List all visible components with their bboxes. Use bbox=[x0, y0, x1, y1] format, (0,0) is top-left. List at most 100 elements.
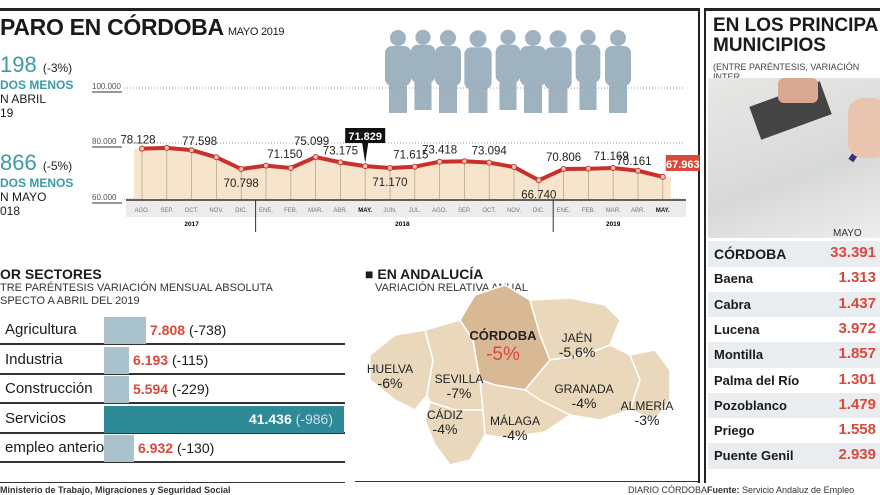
municipio-name: Puente Genil bbox=[714, 448, 794, 464]
person-head bbox=[390, 30, 406, 46]
sector-name: Agricultura bbox=[5, 321, 77, 338]
municipio-row: Baena 1.313 bbox=[708, 266, 880, 292]
x-tick-label: FEB. bbox=[284, 208, 298, 214]
data-point bbox=[312, 154, 319, 161]
highlight-label-bg bbox=[345, 128, 386, 143]
source-label: Fuente: bbox=[707, 485, 740, 495]
data-label: 78.128 bbox=[120, 135, 155, 147]
person-legs bbox=[579, 75, 597, 110]
x-tick-label: JUN. bbox=[383, 208, 397, 214]
municipio-value: 3.972 bbox=[838, 319, 876, 337]
municipio-row: CÓRDOBA 33.391 bbox=[708, 241, 880, 267]
municipio-name: Lucena bbox=[714, 321, 760, 337]
person-head bbox=[610, 30, 626, 46]
province-cadiz bbox=[424, 401, 486, 466]
data-label: 71.170 bbox=[372, 177, 407, 189]
province-almeria bbox=[628, 349, 671, 421]
x-tick-label: NOV. bbox=[209, 208, 223, 214]
people-silhouettes bbox=[385, 29, 631, 113]
sector-bar bbox=[104, 435, 134, 462]
person-body bbox=[605, 46, 631, 86]
x-axis-band bbox=[126, 199, 686, 217]
highlight-pointer bbox=[362, 143, 369, 164]
stat-may: 866 (-5%) DOS MENOS N MAYO 018 bbox=[0, 150, 74, 218]
data-label: 73.418 bbox=[422, 145, 457, 157]
x-tick-label: NOV. bbox=[507, 208, 521, 214]
person-legs bbox=[439, 78, 457, 113]
person-head bbox=[580, 29, 596, 45]
x-tick-label: SEP. bbox=[160, 208, 173, 214]
page-title: PARO EN CÓRDOBA MAYO 2019 bbox=[0, 14, 285, 40]
municipio-row: Puente Genil 2.939 bbox=[708, 443, 880, 469]
year-label: 2019 bbox=[606, 221, 621, 228]
series-line bbox=[141, 145, 664, 183]
data-point bbox=[163, 144, 170, 151]
person-body bbox=[520, 46, 546, 86]
province-value: -4% bbox=[433, 421, 458, 437]
sector-row: Construcción 5.594 (-229) bbox=[0, 375, 345, 404]
municipio-row: Pozoblanco 1.479 bbox=[708, 392, 880, 419]
province-value: -7% bbox=[447, 385, 472, 401]
top-rule-right bbox=[706, 8, 880, 11]
province-name: JAÉN bbox=[562, 330, 593, 345]
municipio-value: 1.301 bbox=[838, 370, 876, 388]
data-point bbox=[337, 159, 344, 166]
person-body bbox=[410, 44, 436, 83]
data-label: 71.169 bbox=[594, 151, 629, 163]
person-legs bbox=[499, 75, 517, 110]
province-name: GRANADA bbox=[554, 382, 613, 396]
data-point bbox=[139, 145, 145, 152]
province-name: CÁDIZ bbox=[427, 407, 463, 422]
data-point bbox=[387, 164, 393, 171]
municipio-value: 1.313 bbox=[838, 269, 876, 287]
x-tick-label: ABR. bbox=[333, 208, 347, 214]
province-value: -5% bbox=[486, 344, 520, 365]
sector-value: 5.594 (-229) bbox=[133, 381, 210, 397]
year-label: 2018 bbox=[395, 221, 410, 228]
x-tick-label: ENE. bbox=[259, 208, 273, 214]
municipio-name: Baena bbox=[714, 271, 754, 287]
province-name: ALMERÍA bbox=[621, 398, 674, 413]
person-head bbox=[549, 30, 567, 48]
data-label: 71.150 bbox=[267, 149, 302, 161]
sector-name: Servicios bbox=[5, 409, 66, 427]
x-tick-label: ENE. bbox=[557, 208, 571, 214]
person-body bbox=[464, 47, 492, 90]
person-body bbox=[544, 47, 572, 90]
person-body bbox=[575, 44, 601, 83]
data-point bbox=[436, 158, 443, 165]
person-head bbox=[500, 29, 516, 45]
person-head bbox=[415, 29, 431, 45]
municipio-value: 1.857 bbox=[838, 345, 876, 363]
area-fill bbox=[134, 147, 671, 199]
person-legs bbox=[609, 78, 627, 113]
person-legs bbox=[468, 81, 488, 113]
sector-value: 6.193 (-115) bbox=[133, 351, 209, 368]
data-point bbox=[585, 165, 592, 172]
person-body bbox=[435, 46, 461, 86]
data-point bbox=[213, 154, 220, 161]
x-tick-label: MAR. bbox=[606, 208, 621, 214]
sector-value: 41.436 (-986) bbox=[248, 410, 333, 427]
municipio-name: Cabra bbox=[714, 296, 751, 312]
province-malaga bbox=[479, 378, 572, 439]
municipio-row: Lucena 3.972 bbox=[708, 317, 880, 343]
sector-value: 6.932 (-130) bbox=[138, 440, 215, 456]
municipio-name: Priego bbox=[714, 423, 755, 439]
sector-name: empleo anterior bbox=[5, 439, 110, 456]
person-head bbox=[525, 30, 541, 46]
column-header-mayo: MAYO bbox=[833, 228, 862, 239]
x-tick-label: DIC. bbox=[235, 208, 247, 214]
data-label: 73.175 bbox=[323, 145, 358, 157]
data-point bbox=[287, 165, 294, 172]
municipio-row: Montilla 1.857 bbox=[708, 342, 880, 368]
x-tick-label: MAR. bbox=[308, 208, 323, 214]
x-tick-label: SEP. bbox=[458, 208, 471, 214]
sector-row: Industria 6.193 (-115) bbox=[0, 346, 345, 375]
photo-forms: MAYO bbox=[708, 78, 880, 239]
data-point bbox=[486, 159, 493, 166]
data-label: 66.740 bbox=[521, 189, 556, 201]
data-point bbox=[263, 162, 269, 169]
municipios-title: EN LOS PRINCIPA MUNICIPIOS bbox=[713, 15, 879, 56]
sector-row: Servicios 41.436 (-986) bbox=[0, 405, 345, 434]
